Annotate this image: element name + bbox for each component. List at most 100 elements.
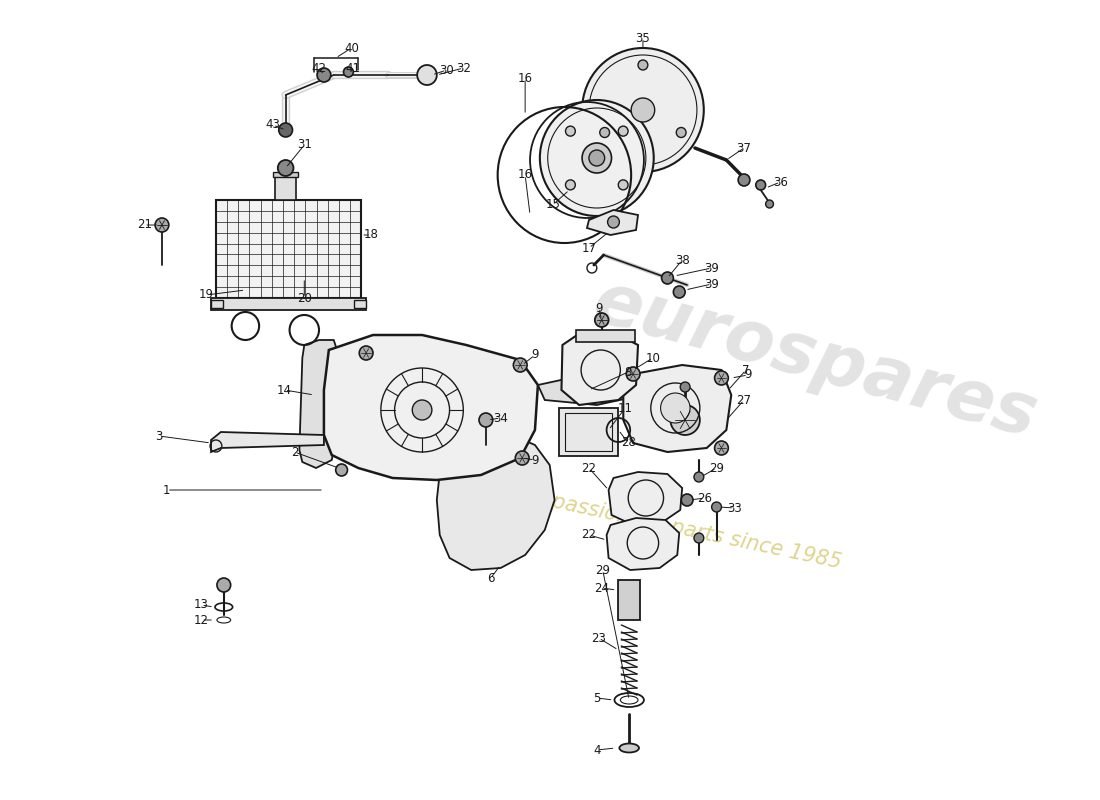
Text: 32: 32: [455, 62, 471, 74]
Text: 17: 17: [582, 242, 596, 254]
Circle shape: [738, 174, 750, 186]
Circle shape: [661, 272, 673, 284]
Circle shape: [595, 313, 608, 327]
Text: 1: 1: [163, 483, 170, 497]
Text: 2: 2: [290, 446, 298, 458]
Bar: [576, 330, 635, 342]
Text: 9: 9: [745, 369, 751, 382]
Text: 33: 33: [727, 502, 741, 514]
Text: 27: 27: [737, 394, 751, 406]
Text: 18: 18: [364, 229, 378, 242]
Circle shape: [336, 464, 348, 476]
Bar: [273, 172, 298, 177]
Polygon shape: [587, 210, 638, 235]
Text: 16: 16: [518, 71, 532, 85]
Text: 12: 12: [194, 614, 209, 626]
Text: 31: 31: [297, 138, 311, 151]
Text: 14: 14: [277, 383, 293, 397]
Polygon shape: [211, 432, 323, 452]
Bar: [216, 200, 361, 298]
Text: 3: 3: [155, 430, 163, 442]
Circle shape: [540, 100, 653, 216]
Circle shape: [756, 180, 766, 190]
Circle shape: [694, 472, 704, 482]
Circle shape: [670, 405, 700, 435]
Text: 9: 9: [531, 349, 539, 362]
Text: 40: 40: [344, 42, 359, 54]
Circle shape: [588, 150, 605, 166]
Circle shape: [766, 200, 773, 208]
Text: 15: 15: [546, 198, 560, 211]
Circle shape: [478, 413, 493, 427]
Circle shape: [673, 286, 685, 298]
Text: 39: 39: [704, 262, 719, 274]
Bar: [354, 300, 366, 308]
Circle shape: [278, 160, 294, 176]
Circle shape: [676, 127, 686, 138]
Text: 43: 43: [265, 118, 280, 131]
Text: 5: 5: [593, 691, 601, 705]
Circle shape: [631, 98, 654, 122]
Text: 38: 38: [674, 254, 690, 266]
Text: 20: 20: [297, 291, 311, 305]
Text: 13: 13: [194, 598, 209, 611]
Text: 10: 10: [646, 351, 660, 365]
Polygon shape: [437, 428, 554, 570]
Circle shape: [343, 67, 353, 77]
Text: 23: 23: [592, 631, 606, 645]
Circle shape: [607, 216, 619, 228]
Circle shape: [681, 494, 693, 506]
Circle shape: [618, 126, 628, 136]
Text: 29: 29: [595, 563, 610, 577]
Text: 9: 9: [595, 302, 603, 314]
Circle shape: [317, 68, 331, 82]
Polygon shape: [608, 472, 682, 525]
Text: eurospares: eurospares: [585, 267, 1044, 453]
Text: 39: 39: [704, 278, 719, 290]
Polygon shape: [299, 340, 339, 468]
Circle shape: [360, 346, 373, 360]
Text: 42: 42: [311, 62, 327, 74]
Text: 35: 35: [636, 31, 650, 45]
Text: 28: 28: [620, 437, 636, 450]
Circle shape: [565, 180, 575, 190]
Text: 8: 8: [625, 366, 631, 378]
Polygon shape: [323, 335, 538, 480]
Circle shape: [155, 218, 168, 232]
Circle shape: [638, 60, 648, 70]
Circle shape: [712, 502, 722, 512]
Circle shape: [715, 371, 728, 385]
Circle shape: [715, 441, 728, 455]
Bar: [560, 408, 618, 456]
Polygon shape: [561, 335, 638, 405]
Circle shape: [600, 127, 609, 138]
Ellipse shape: [619, 743, 639, 753]
Circle shape: [661, 393, 690, 423]
Circle shape: [417, 65, 437, 85]
Text: 22: 22: [582, 529, 596, 542]
Circle shape: [514, 358, 527, 372]
Text: 19: 19: [199, 289, 213, 302]
Bar: [275, 175, 296, 200]
Text: 34: 34: [493, 411, 508, 425]
Polygon shape: [624, 365, 732, 452]
Circle shape: [618, 180, 628, 190]
Text: 22: 22: [582, 462, 596, 474]
Text: 30: 30: [439, 63, 454, 77]
Text: 11: 11: [618, 402, 632, 414]
Circle shape: [412, 400, 432, 420]
Bar: [618, 580, 640, 620]
Text: 29: 29: [710, 462, 724, 474]
Text: 21: 21: [136, 218, 152, 231]
Text: 41: 41: [345, 62, 361, 74]
Text: 36: 36: [773, 175, 788, 189]
Text: 9: 9: [531, 454, 539, 466]
Text: 4: 4: [593, 743, 601, 757]
Text: 26: 26: [697, 491, 713, 505]
Text: 24: 24: [594, 582, 609, 594]
Polygon shape: [538, 375, 642, 405]
Text: a passion for parts since 1985: a passion for parts since 1985: [531, 487, 844, 573]
Circle shape: [582, 48, 704, 172]
Bar: [565, 413, 613, 451]
Bar: [211, 298, 366, 310]
